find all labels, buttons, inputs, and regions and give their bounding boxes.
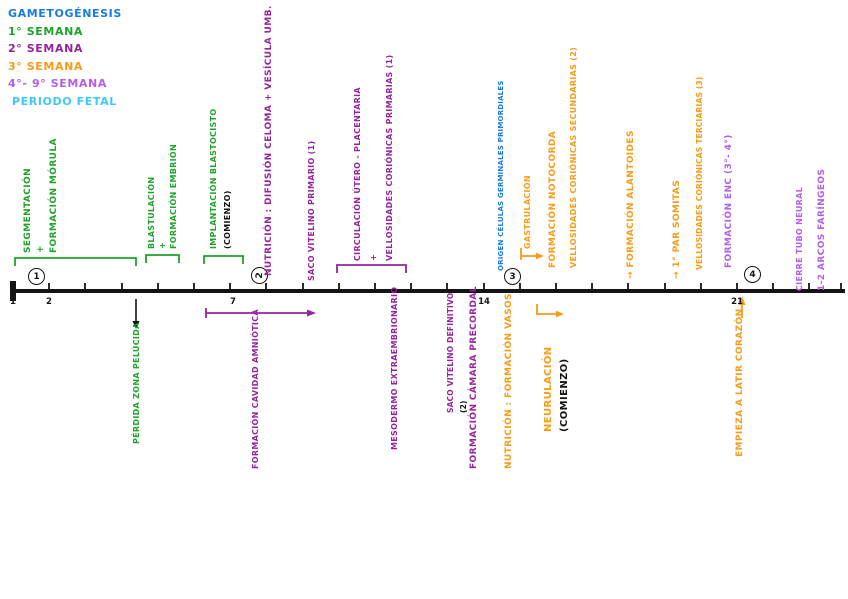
day-label-1: 1: [10, 297, 16, 307]
event-line: NEURULACIÓN: [543, 346, 554, 432]
legend-gametogenesis: GAMETOGÉNESIS: [8, 7, 122, 20]
right-arrowhead-icon: [556, 310, 564, 318]
event-line: CIRCULACIÓN ÚTERO - PLACENTARIA: [353, 87, 362, 261]
day-label-21: 21: [731, 297, 743, 307]
event-above-arcos-faringeos: 1-2 ARCOS FARÍNGEOS: [817, 169, 828, 291]
arrow-gastrulacion: [520, 248, 538, 260]
stage-marker-3: 3: [504, 268, 521, 285]
down-arrowhead-icon: [132, 321, 140, 329]
event-line: EMPIEZA A LATIR CORAZÓN: [735, 308, 745, 457]
event-below-perdida-zona-pelucida: PÉRDIDA ZONA PELÚCIDA: [131, 322, 142, 444]
event-above-cierre-tubo-neural: CIERRE TUBO NEURAL: [794, 187, 805, 291]
legend-semana-1: 1° SEMANA: [8, 25, 83, 38]
event-above-formacion-notocorda: FORMACIÓN NOTOCORDA: [548, 131, 559, 268]
event-below-nutricion-formacion-vasos: NUTRICIÓN : FORMACIÓN VASOS: [504, 293, 515, 469]
event-above-saco-vitelino-primario: SACO VITELINO PRIMARIO (1): [306, 141, 317, 281]
event-above-primer-par-somitas: → 1° PAR SOMITAS: [672, 180, 683, 279]
bracket-circulacion: [336, 264, 407, 273]
event-above-implantacion: IMPLANTACIÓN BLASTOCISTO (COMIENZO): [207, 109, 235, 249]
range-arrow-cavidad-amniotica: [205, 308, 309, 318]
event-line: NUTRICIÓN : FORMACIÓN VASOS: [504, 293, 514, 469]
bracket-implantacion: [203, 255, 244, 264]
event-line: SACO VITELINO DEFINITIVO: [446, 292, 455, 413]
event-below-formacion-cavidad-amniotica: FORMACIÓN CAVIDAD AMNIÓTICA: [250, 309, 261, 469]
event-above-formacion-enc: FORMACIÓN ENC (3°- 4°): [724, 134, 735, 268]
event-line: FORMACIÓN ENC (3°- 4°): [724, 134, 734, 268]
event-line: GASTRULACIÓN: [523, 175, 532, 249]
event-line: → FORMACIÓN ALANTOIDES: [626, 130, 636, 279]
event-line: FORMACIÓN MÓRULA: [49, 138, 59, 253]
event-above-formacion-alantoides: → FORMACIÓN ALANTOIDES: [626, 130, 637, 279]
event-below-mesodermo-extraembrionario: MESODERMO EXTRAEMBRIONARIO: [389, 287, 400, 450]
event-line: CIERRE TUBO NEURAL: [795, 186, 804, 291]
bracket-blastulacion: [145, 254, 180, 263]
event-above-vellosidades-terciarias: VELLOSIDADES CORIÓNICAS TERCIARIAS (3): [694, 76, 705, 270]
event-line: MESODERMO EXTRAEMBRIONARIO: [390, 286, 399, 450]
range-arrowhead-icon: [307, 309, 316, 317]
event-line: ORIGEN CÉLULAS GERMINALES PRIMORDIALES: [497, 80, 505, 271]
bracket-segmentacion: [14, 257, 137, 266]
right-arrowhead-icon: [536, 252, 544, 260]
stage-marker-4: 4: [744, 266, 761, 283]
event-line: VELLOSIDADES CORIÓNICAS SECUNDARIAS (2): [569, 46, 578, 268]
legend-semana-3: 3° SEMANA: [8, 60, 83, 73]
event-line: (COMIENZO): [559, 358, 570, 432]
event-line: FORMACIÓN CAVIDAD AMNIÓTICA: [251, 309, 260, 469]
event-above-segmentacion: SEGMENTACIÓN + FORMACIÓN MÓRULA: [22, 138, 61, 253]
event-line: SACO VITELINO PRIMARIO (1): [307, 140, 316, 281]
event-line: SEGMENTACIÓN: [23, 168, 33, 253]
event-line: 1-2 ARCOS FARÍNGEOS: [817, 168, 827, 291]
event-line: NUTRICIÓN : DIFUSIÓN CELOMA + VESÍCULA U…: [264, 5, 274, 276]
stage-marker-1: 1: [28, 268, 45, 285]
event-line: VELLOSIDADES CORIÓNICAS PRIMARIAS (1): [385, 54, 394, 262]
event-line: +: [36, 245, 46, 253]
event-line: +: [158, 241, 167, 249]
event-line: +: [369, 253, 378, 261]
legend-semana-2: 2° SEMANA: [8, 42, 83, 55]
event-line: IMPLANTACIÓN BLASTOCISTO: [209, 108, 218, 249]
event-line: FORMACIÓN NOTOCORDA: [548, 130, 558, 268]
event-above-origen-celulas-germinales: ORIGEN CÉLULAS GERMINALES PRIMORDIALES: [496, 80, 507, 271]
event-above-vellosidades-secundarias: VELLOSIDADES CORIÓNICAS SECUNDARIAS (2): [568, 47, 579, 268]
event-below-empieza-latir-corazon: EMPIEZA A LATIR CORAZÓN: [735, 308, 746, 457]
day-label-7: 7: [230, 297, 236, 307]
event-below-formacion-camara-precordal: FORMACIÓN CÁMARA PRECORDAL: [469, 286, 480, 469]
event-below-neurulacion: NEURULACIÓN (COMIENZO): [541, 346, 573, 432]
day-label-2: 2: [46, 297, 52, 307]
legend-periodo-fetal: PERIODO FETAL: [12, 95, 117, 108]
day-label-14: 14: [478, 297, 490, 307]
event-line: (COMIENZO): [223, 190, 232, 249]
event-line: BLASTULACIÓN: [147, 176, 156, 249]
up-arrowhead-icon: [738, 296, 746, 305]
event-below-saco-vitelino-definitivo: SACO VITELINO DEFINITIVO (2): [444, 293, 470, 413]
event-above-circulacion-utero-placentaria: CIRCULACIÓN ÚTERO - PLACENTARIA + VELLOS…: [350, 55, 398, 262]
event-line: → 1° PAR SOMITAS: [672, 179, 682, 279]
legend-semana-4-9: 4°- 9° SEMANA: [8, 77, 107, 90]
event-line: FORMACIÓN CÁMARA PRECORDAL: [469, 286, 479, 469]
axis-day-ticks: [48, 283, 842, 292]
event-above-blastulacion: BLASTULACIÓN + FORMACIÓN EMBRIÓN: [146, 144, 179, 249]
event-line: VELLOSIDADES CORIÓNICAS TERCIARIAS (3): [695, 76, 704, 270]
event-line: PÉRDIDA ZONA PELÚCIDA: [132, 322, 141, 444]
event-above-gastrulacion: GASTRULACIÓN: [522, 175, 533, 249]
arrow-neurulacion: [536, 304, 558, 315]
event-line: FORMACIÓN EMBRIÓN: [169, 144, 178, 249]
event-above-nutricion-difusion: NUTRICIÓN : DIFUSIÓN CELOMA + VESÍCULA U…: [264, 5, 275, 276]
